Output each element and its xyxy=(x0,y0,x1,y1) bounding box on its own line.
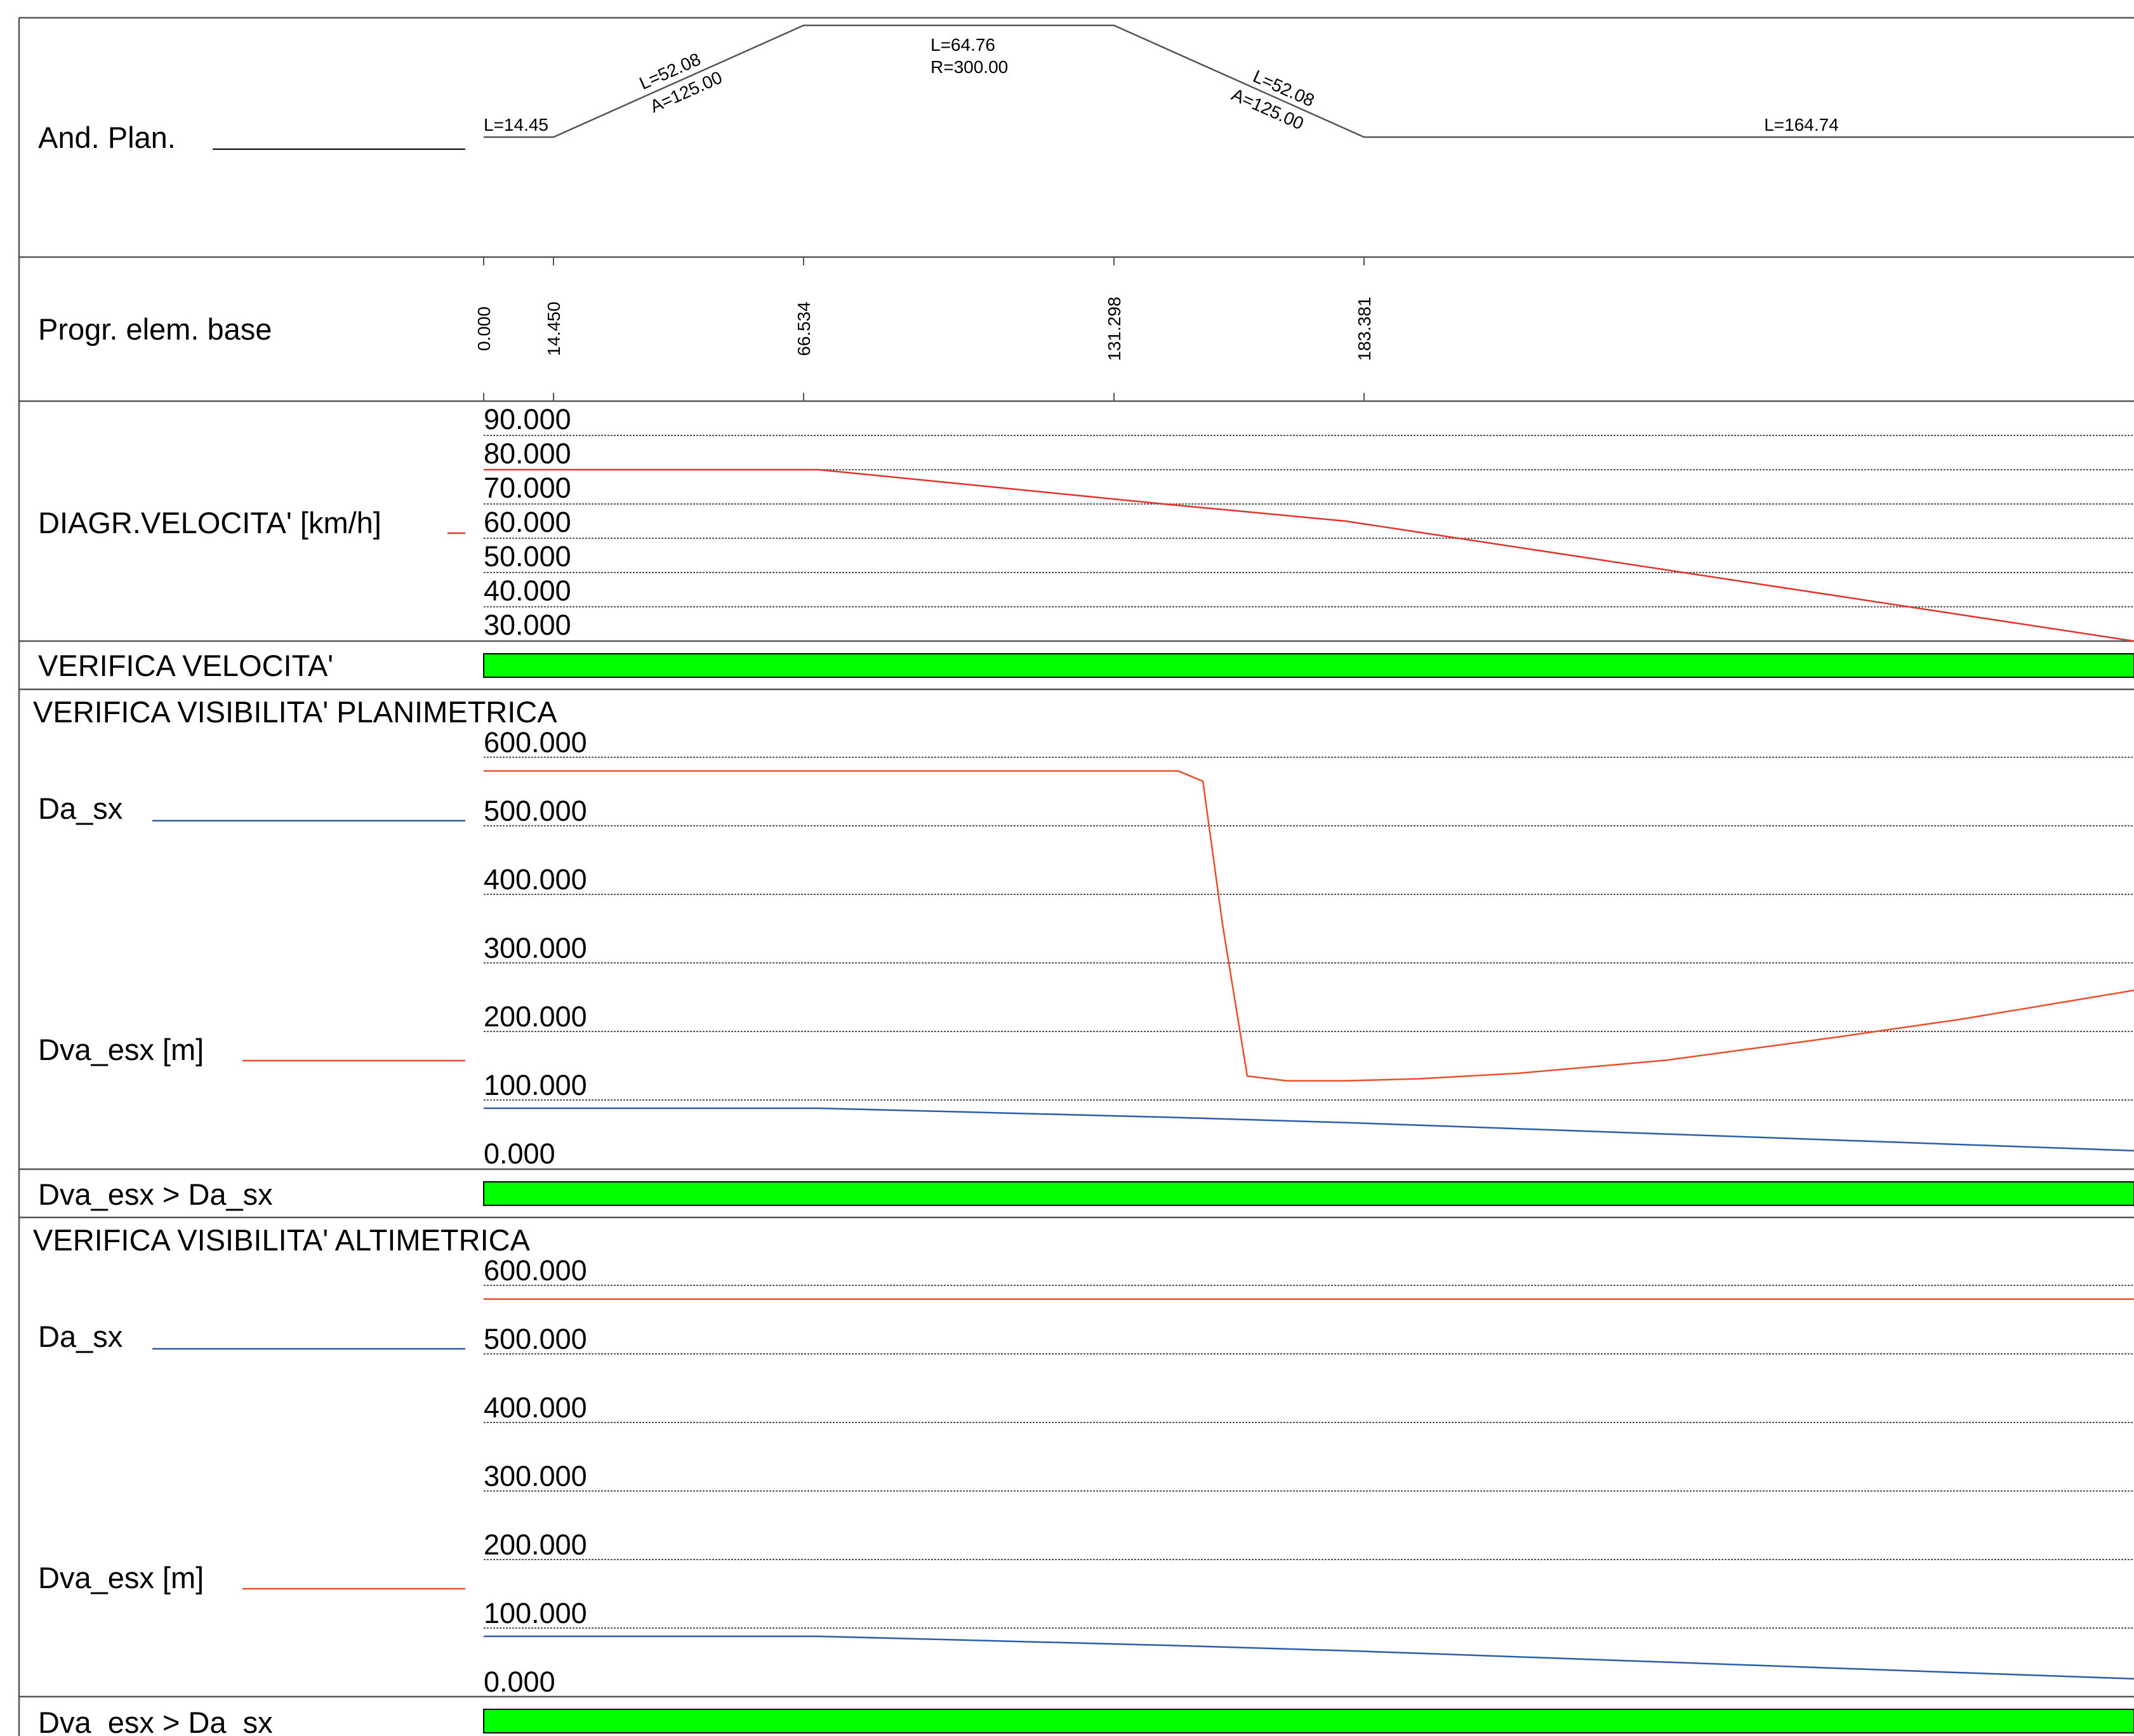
alt-check-bar xyxy=(483,1709,2134,1733)
alt-da-sx-line xyxy=(484,1635,2134,1680)
station-value-5: 183.381 xyxy=(1355,296,1374,361)
plan-tick-100: 100.000 xyxy=(484,1069,587,1101)
segment-4-labels: L=52.08 A=125.00 xyxy=(1229,66,1318,133)
alt-tick-100: 100.000 xyxy=(484,1597,587,1629)
alt-tick-0: 0.000 xyxy=(484,1666,555,1698)
plan-section-title: VERIFICA VISIBILITA' PLANIMETRICA xyxy=(33,695,557,729)
alt-tick-300: 300.000 xyxy=(484,1460,587,1492)
plan-tick-400: 400.000 xyxy=(484,863,587,896)
speed-check-bar xyxy=(483,653,2134,678)
plan-tick-300: 300.000 xyxy=(484,932,587,964)
alt-gridlines xyxy=(484,1285,2134,1629)
speed-tick-labels: 90.000 80.000 70.000 60.000 50.000 40.00… xyxy=(484,403,571,641)
speed-tick-30: 30.000 xyxy=(484,609,571,641)
plan-tick-0: 0.000 xyxy=(484,1137,555,1170)
station-value-1: 0.000 xyxy=(474,307,494,351)
station-value-3: 66.534 xyxy=(794,301,814,356)
station-value-2: 14.450 xyxy=(544,301,564,356)
alt-dva-esx-label: Dva_esx [m] xyxy=(38,1561,204,1594)
plan-tick-labels: 600.000 500.000 400.000 300.000 200.000 … xyxy=(484,726,587,1170)
alt-da-sx-label: Da_sx xyxy=(38,1320,123,1353)
plan-dva-esx-line xyxy=(484,770,2134,1082)
alignment-diagram xyxy=(484,24,2134,138)
speed-tick-80: 80.000 xyxy=(484,437,571,470)
plan-tick-600: 600.000 xyxy=(484,726,587,759)
segment-1-length: L=14.45 xyxy=(484,115,548,135)
alt-check-label: Dva_esx > Da_sx xyxy=(38,1706,273,1736)
segment-3-length: L=64.76 xyxy=(931,35,995,55)
speed-tick-50: 50.000 xyxy=(484,540,571,573)
alt-tick-600: 600.000 xyxy=(484,1254,587,1287)
speed-gridlines xyxy=(484,435,2134,607)
plan-check-label: Dva_esx > Da_sx xyxy=(38,1177,273,1211)
plan-dva-esx-label: Dva_esx [m] xyxy=(38,1033,204,1066)
plan-da-sx-line xyxy=(484,1107,2134,1152)
speed-row-label: DIAGR.VELOCITA' [km/h] xyxy=(38,506,381,540)
alt-tick-400: 400.000 xyxy=(484,1391,587,1424)
speed-check-label: VERIFICA VELOCITA' xyxy=(38,649,333,682)
speed-tick-70: 70.000 xyxy=(484,472,571,504)
segment-3-radius: R=300.00 xyxy=(931,57,1008,77)
speed-tick-90: 90.000 xyxy=(484,403,571,435)
plan-da-sx-label: Da_sx xyxy=(38,792,123,825)
plan-check-bar xyxy=(483,1181,2134,1206)
alt-tick-labels: 600.000 500.000 400.000 300.000 200.000 … xyxy=(484,1254,587,1698)
plan-gridlines xyxy=(484,757,2134,1101)
stations-label: Progr. elem. base xyxy=(38,312,272,346)
station-ticks xyxy=(483,257,1365,401)
station-value-4: 131.298 xyxy=(1104,296,1124,361)
alt-section-title: VERIFICA VISIBILITA' ALTIMETRICA xyxy=(33,1223,531,1257)
speed-line xyxy=(484,468,2134,642)
alt-tick-200: 200.000 xyxy=(484,1528,587,1561)
plan-tick-500: 500.000 xyxy=(484,795,587,827)
speed-tick-60: 60.000 xyxy=(484,506,571,538)
alignment-label: And. Plan. xyxy=(38,121,176,154)
speed-tick-40: 40.000 xyxy=(484,574,571,607)
segment-5-length: L=164.74 xyxy=(1764,115,1839,135)
alt-tick-500: 500.000 xyxy=(484,1323,587,1355)
plan-tick-200: 200.000 xyxy=(484,1000,587,1033)
